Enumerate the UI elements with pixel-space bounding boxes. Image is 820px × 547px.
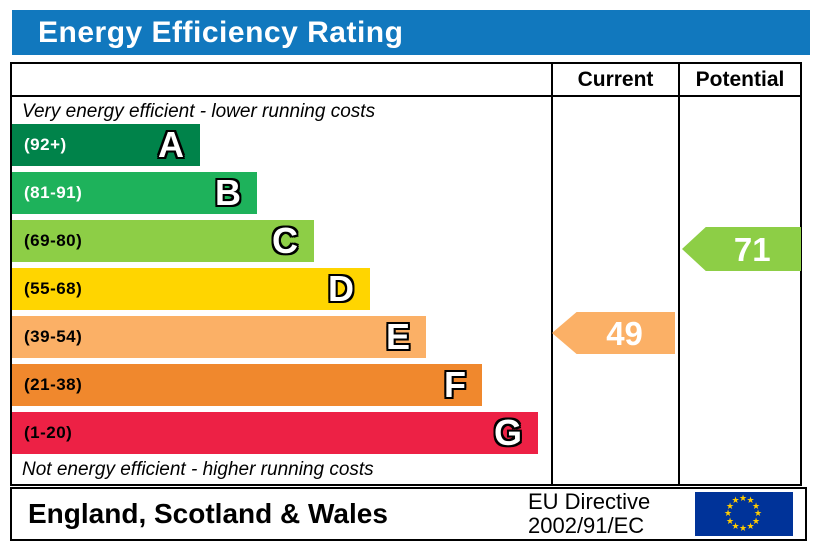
band-letter: C bbox=[272, 220, 298, 261]
rating-table: Current Potential Very energy efficient … bbox=[10, 62, 802, 486]
potential-rating-value: 71 bbox=[733, 230, 771, 268]
band-d: (55-68) D bbox=[12, 268, 370, 310]
band-range-label: (81-91) bbox=[24, 183, 83, 202]
band-letter: G bbox=[493, 412, 522, 453]
band-range-label: (92+) bbox=[24, 135, 67, 154]
region-label: England, Scotland & Wales bbox=[28, 498, 388, 529]
eu-flag-star: ★ bbox=[751, 500, 761, 511]
band-letter: E bbox=[385, 316, 410, 357]
eu-flag-star: ★ bbox=[746, 495, 755, 505]
band-b: (81-91) B bbox=[12, 172, 257, 214]
potential-rating-arrow: 71 bbox=[682, 227, 801, 271]
eu-flag-star: ★ bbox=[731, 495, 740, 505]
eu-flag-star: ★ bbox=[751, 515, 761, 526]
page-title: Energy Efficiency Rating bbox=[38, 15, 404, 49]
potential-column-header: Potential bbox=[695, 67, 785, 91]
band-g: (1-20) G bbox=[12, 412, 538, 454]
band-range-label: (55-68) bbox=[24, 279, 83, 298]
header-rule bbox=[12, 95, 800, 97]
band-letter: D bbox=[328, 268, 354, 309]
top-note: Very energy efficient - lower running co… bbox=[22, 101, 376, 122]
eu-flag-star: ★ bbox=[731, 520, 740, 531]
band-f: (21-38) F bbox=[12, 364, 482, 406]
eu-flag-star: ★ bbox=[726, 500, 735, 511]
current-rating-arrow: 49 bbox=[552, 312, 675, 354]
eu-flag: ★ ★ ★ ★ ★ ★ ★ ★ ★ ★ ★ ★ bbox=[695, 492, 793, 536]
band-letter: F bbox=[444, 364, 466, 405]
title-bar: Energy Efficiency Rating bbox=[12, 10, 810, 55]
column-divider-current bbox=[551, 64, 553, 484]
band-range-label: (1-20) bbox=[24, 423, 73, 442]
band-range-label: (69-80) bbox=[24, 231, 83, 250]
eu-directive-label: EU Directive 2002/91/EC bbox=[528, 490, 650, 538]
eu-directive-line1: EU Directive bbox=[528, 489, 651, 514]
eu-flag-star: ★ bbox=[739, 523, 748, 533]
band-letter: A bbox=[158, 124, 184, 165]
band-a: (92+) A bbox=[12, 124, 200, 166]
band-c: (69-80) C bbox=[12, 220, 314, 262]
eu-flag-star: ★ bbox=[739, 493, 748, 503]
bottom-note: Not energy efficient - higher running co… bbox=[22, 459, 374, 480]
eu-flag-star: ★ bbox=[726, 515, 735, 526]
band-letter: B bbox=[215, 172, 241, 213]
column-divider-potential bbox=[678, 64, 680, 484]
eu-flag-star: ★ bbox=[746, 520, 755, 531]
footer-bar: England, Scotland & Wales EU Directive 2… bbox=[10, 487, 807, 541]
band-range-label: (21-38) bbox=[24, 375, 83, 394]
eu-flag-star: ★ bbox=[724, 508, 733, 518]
eu-directive-line2: 2002/91/EC bbox=[528, 513, 645, 538]
band-range-label: (39-54) bbox=[24, 327, 83, 346]
current-column-header: Current bbox=[577, 67, 654, 91]
current-rating-value: 49 bbox=[606, 314, 643, 352]
eu-flag-star: ★ bbox=[754, 508, 763, 518]
band-e: (39-54) E bbox=[12, 316, 426, 358]
